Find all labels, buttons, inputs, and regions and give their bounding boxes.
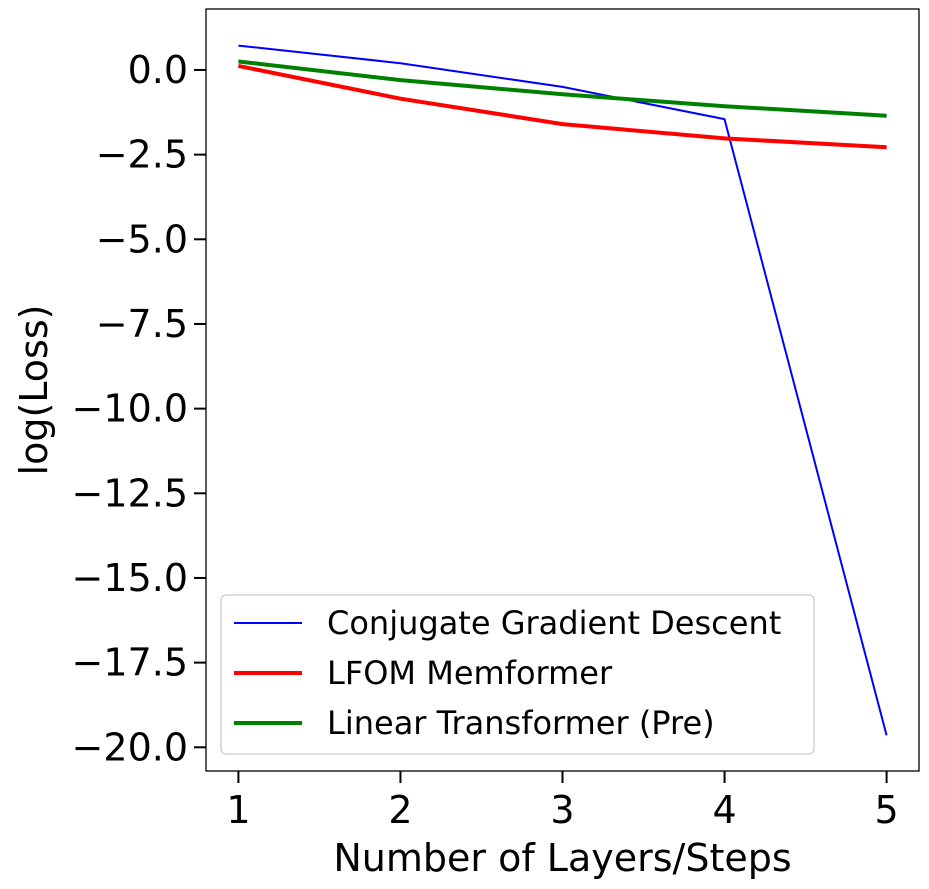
legend-label-3: Linear Transformer (Pre)	[327, 704, 715, 742]
y-tick-label: −5.0	[96, 217, 188, 261]
series-line-1	[238, 44, 888, 736]
x-tick-label: 1	[226, 788, 250, 832]
legend: Conjugate Gradient Descent LFOM Memformer…	[220, 594, 815, 755]
x-axis-title: Number of Layers/Steps	[333, 836, 791, 880]
series-line-2	[238, 63, 887, 150]
y-tick-label: −2.5	[96, 133, 188, 177]
y-tick-label: −7.5	[96, 302, 188, 346]
x-tick-label: 3	[550, 788, 574, 832]
y-tick-label: −20.0	[72, 725, 188, 769]
x-tick-label: 2	[388, 788, 412, 832]
legend-label-2: LFOM Memformer	[327, 654, 613, 692]
legend-label-1: Conjugate Gradient Descent	[327, 604, 781, 642]
x-tick-label: 4	[712, 788, 736, 832]
x-axis-ticks: 1 2 3 4 5	[226, 771, 899, 832]
y-axis-ticks: 0.0 −2.5 −5.0 −7.5 −10.0 −12.5 −15.0 −17.5 −20.0	[72, 48, 206, 769]
y-axis-title: log(Loss)	[12, 305, 56, 476]
series-layer	[238, 44, 888, 736]
x-tick-label: 5	[874, 788, 898, 832]
series-line-3	[238, 59, 887, 118]
legend-frame	[220, 594, 815, 755]
y-tick-label: 0.0	[128, 48, 188, 92]
y-tick-label: −10.0	[72, 387, 188, 431]
y-tick-label: −12.5	[72, 471, 188, 515]
y-tick-label: −15.0	[72, 556, 188, 600]
y-tick-label: −17.5	[72, 641, 188, 685]
